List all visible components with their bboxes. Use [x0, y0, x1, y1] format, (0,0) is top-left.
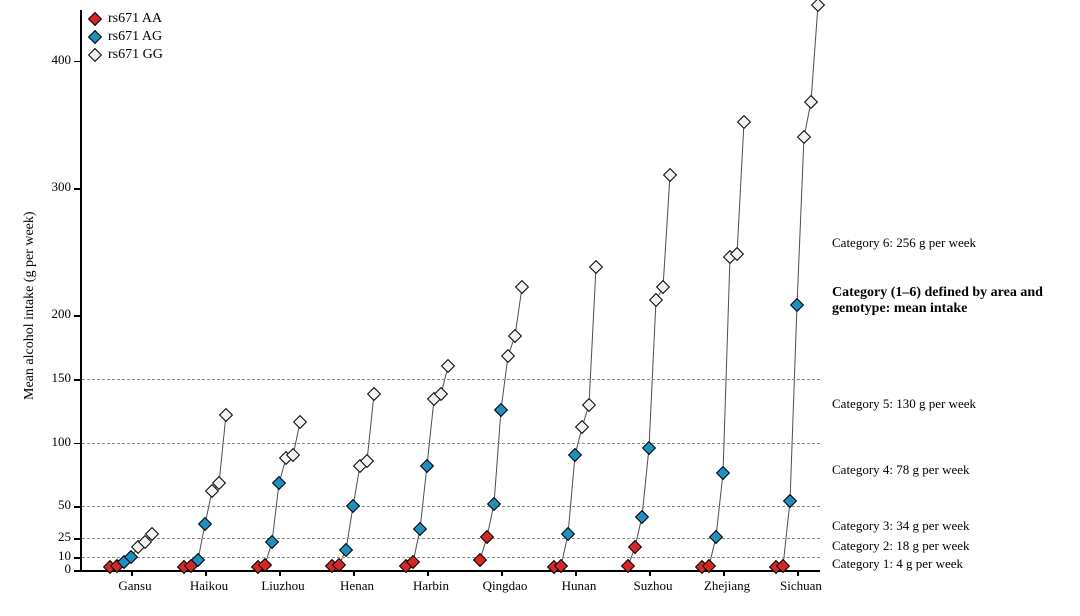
legend-item: rs671 AA — [90, 10, 163, 28]
y-tick-label: 400 — [35, 52, 71, 68]
legend-marker-icon — [88, 30, 102, 44]
gridline — [82, 443, 820, 444]
x-tick-label: Harbin — [391, 578, 471, 594]
x-tick — [279, 570, 281, 576]
annotation-item: Category 4: 78 g per week — [832, 462, 970, 478]
gridline — [82, 379, 820, 380]
x-tick — [797, 570, 799, 576]
x-tick-label: Suzhou — [613, 578, 693, 594]
legend-item: rs671 GG — [90, 46, 163, 64]
y-tick — [74, 315, 80, 317]
plot-area — [80, 10, 820, 570]
y-tick — [74, 188, 80, 190]
legend-marker-icon — [88, 48, 102, 62]
gridline — [82, 506, 820, 507]
y-tick — [74, 61, 80, 63]
x-tick — [575, 570, 577, 576]
annotation-item: Category 1: 4 g per week — [832, 556, 963, 572]
x-tick — [501, 570, 503, 576]
y-axis-line — [80, 10, 82, 570]
x-tick-label: Sichuan — [761, 578, 841, 594]
x-tick — [205, 570, 207, 576]
y-tick-label: 10 — [35, 548, 71, 564]
x-tick — [353, 570, 355, 576]
x-tick — [649, 570, 651, 576]
y-tick-label: 50 — [35, 497, 71, 513]
x-tick-label: Hunan — [539, 578, 619, 594]
y-tick-label: 200 — [35, 306, 71, 322]
y-tick — [74, 506, 80, 508]
x-tick-label: Zhejiang — [687, 578, 767, 594]
x-tick — [131, 570, 133, 576]
annotation-item: Category 5: 130 g per week — [832, 396, 976, 412]
y-axis-label: Mean alcohol intake (g per week) — [22, 211, 38, 400]
x-tick-label: Gansu — [95, 578, 175, 594]
legend: rs671 AA rs671 AG rs671 GG — [90, 10, 163, 64]
annotation-item: Category 3: 34 g per week — [832, 518, 970, 534]
legend-label: rs671 GG — [108, 47, 163, 63]
y-tick — [74, 557, 80, 559]
legend-label: rs671 AA — [108, 11, 162, 27]
chart-stage: rs671 AArs671 AGrs671 GG 010255010015020… — [0, 0, 1080, 616]
x-tick-label: Qingdao — [465, 578, 545, 594]
x-tick-label: Haikou — [169, 578, 249, 594]
y-tick-label: 25 — [35, 529, 71, 545]
annotation-item: Category 6: 256 g per week — [832, 235, 976, 251]
x-tick — [723, 570, 725, 576]
legend-marker-icon — [88, 12, 102, 26]
legend-label: rs671 AG — [108, 29, 162, 45]
y-tick — [74, 538, 80, 540]
x-tick-label: Henan — [317, 578, 397, 594]
legend-item: rs671 AG — [90, 28, 163, 46]
y-tick — [74, 379, 80, 381]
x-tick-label: Liuzhou — [243, 578, 323, 594]
y-tick-label: 100 — [35, 434, 71, 450]
y-tick — [74, 443, 80, 445]
y-tick-label: 150 — [35, 370, 71, 386]
annotation-title: Category (1–6) defined by area and genot… — [832, 285, 1070, 317]
y-tick-label: 300 — [35, 179, 71, 195]
y-tick — [74, 570, 80, 572]
x-tick — [427, 570, 429, 576]
annotation-item: Category 2: 18 g per week — [832, 538, 970, 554]
